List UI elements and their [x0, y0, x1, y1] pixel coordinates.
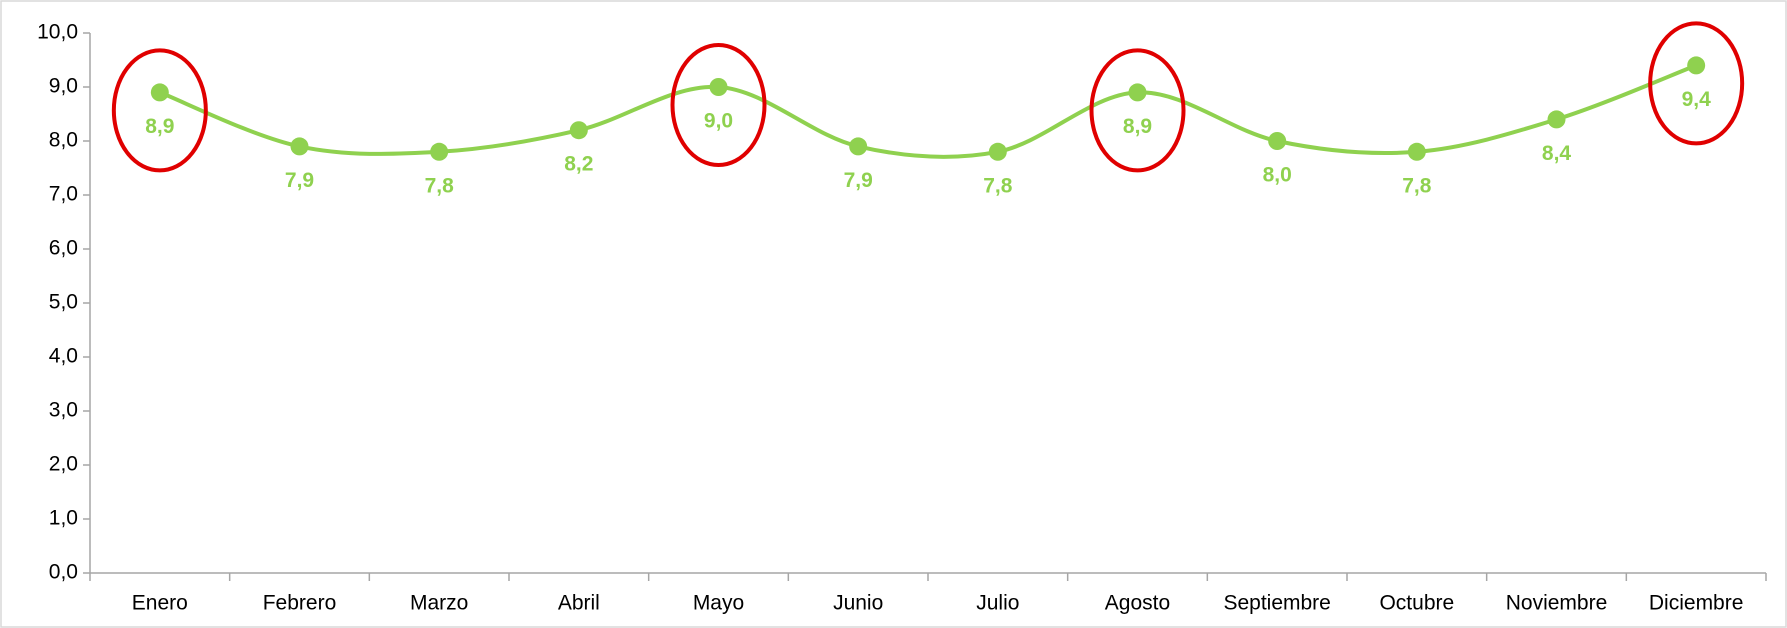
point — [988, 142, 1007, 161]
x-tick-label: Octubre — [1379, 592, 1454, 615]
y-tick-label: 1,0 — [49, 507, 78, 530]
point — [1407, 142, 1426, 161]
y-tick-label: 4,0 — [49, 345, 78, 368]
x-tick-label: Agosto — [1105, 592, 1170, 615]
value-label: 7,8 — [1402, 174, 1432, 197]
y-tick-label: 5,0 — [49, 291, 78, 314]
point — [1547, 110, 1566, 129]
x-tick-label: Septiembre — [1223, 592, 1330, 615]
x-tick-label: Enero — [132, 592, 188, 615]
value-label: 8,9 — [1123, 115, 1152, 138]
x-tick-label: Noviembre — [1506, 592, 1608, 615]
line — [159, 63, 1697, 159]
highlight-circle — [1648, 21, 1745, 146]
value-label: 8,4 — [1542, 142, 1572, 165]
value-label: 9,4 — [1682, 88, 1712, 111]
x-tick-label: Abril — [558, 592, 600, 615]
point — [849, 137, 868, 156]
highlight-circle — [1089, 48, 1186, 173]
y-tick-label: 3,0 — [49, 399, 78, 422]
x-tick-label: Junio — [833, 592, 883, 615]
value-label: 8,0 — [1263, 164, 1292, 187]
y-tick-label: 6,0 — [49, 237, 78, 260]
x-tick-label: Julio — [976, 592, 1019, 615]
highlight-circle — [111, 48, 208, 173]
point — [150, 83, 169, 102]
x-tick-label: Mayo — [693, 592, 744, 615]
y-tick-label: 10,0 — [37, 21, 78, 44]
x-tick-label: Febrero — [263, 592, 337, 615]
x-tick-label: Marzo — [410, 592, 468, 615]
y-tick-label: 9,0 — [49, 75, 78, 98]
point — [1268, 132, 1287, 150]
value-label: 7,8 — [983, 174, 1013, 197]
y-tick-label: 0,0 — [49, 561, 78, 584]
highlight-circle — [670, 43, 767, 167]
point — [1687, 56, 1706, 75]
value-label: 7,9 — [285, 169, 314, 192]
point — [290, 137, 309, 156]
value-label: 7,8 — [425, 174, 455, 197]
value-label: 9,0 — [704, 110, 733, 133]
point — [1128, 83, 1147, 102]
y-tick-label: 2,0 — [49, 453, 78, 476]
y-tick-label: 8,0 — [49, 129, 78, 152]
value-label: 7,9 — [844, 169, 873, 192]
point — [430, 142, 449, 161]
point — [569, 121, 588, 140]
value-label: 8,9 — [145, 115, 174, 138]
y-tick-label: 7,0 — [49, 183, 78, 206]
point — [709, 78, 728, 96]
x-tick-label: Diciembre — [1649, 592, 1744, 615]
value-label: 8,2 — [564, 153, 593, 176]
